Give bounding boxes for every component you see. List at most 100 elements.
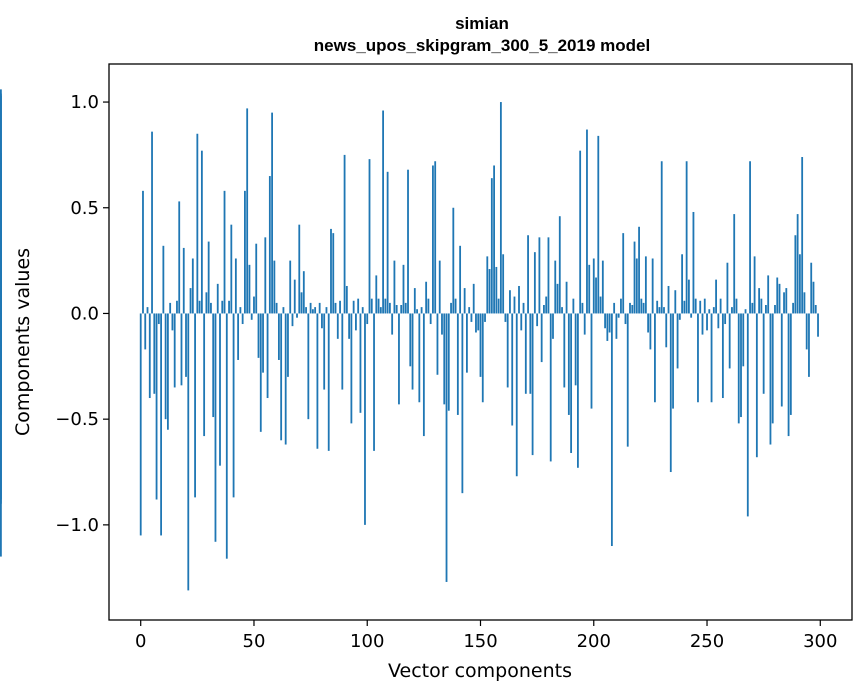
- bar-112: [393, 260, 396, 314]
- bar-148: [475, 313, 477, 333]
- bar-153: [486, 256, 489, 314]
- bar-233: [667, 285, 670, 314]
- bar-39: [228, 300, 230, 314]
- bar-206: [606, 313, 609, 341]
- bar-282: [778, 283, 781, 314]
- bar-125: [422, 313, 425, 437]
- bar-8: [157, 313, 160, 325]
- bar-252: [710, 313, 713, 403]
- bar-164: [511, 313, 514, 426]
- x-tick-label: 300: [803, 631, 837, 652]
- bar-187: [563, 313, 566, 388]
- bar-146: [470, 313, 473, 322]
- bar-298: [814, 305, 817, 314]
- bar-216: [629, 302, 631, 314]
- bar-147: [472, 283, 475, 314]
- bar-173: [531, 313, 534, 456]
- bar-24: [194, 313, 196, 498]
- bar-7: [155, 313, 158, 500]
- bar-223: [644, 256, 647, 314]
- bar-231: [663, 307, 665, 314]
- bar-136: [447, 313, 450, 411]
- x-tick-label: 50: [243, 631, 266, 652]
- bar-244: [692, 211, 695, 314]
- bar-67: [291, 313, 294, 327]
- bar-218: [633, 241, 636, 314]
- bar-122: [416, 309, 418, 314]
- bar-293: [803, 292, 806, 314]
- bar-60: [275, 302, 278, 314]
- bar-16: [176, 300, 178, 314]
- bar-83: [327, 313, 330, 451]
- bar-100: [366, 313, 369, 325]
- bar-144: [466, 313, 468, 373]
- bar-172: [529, 313, 532, 394]
- bar-221: [640, 298, 643, 314]
- bar-277: [767, 275, 770, 314]
- bar-59: [273, 260, 276, 314]
- bar-276: [765, 305, 767, 314]
- bar-217: [631, 305, 634, 314]
- bar-3: [146, 307, 149, 314]
- y-tick-label: −0.5: [55, 409, 99, 430]
- bar-185: [558, 216, 561, 314]
- bar-212: [620, 298, 622, 314]
- bar-257: [721, 313, 724, 399]
- bar-22: [189, 288, 192, 314]
- bar-248: [701, 313, 704, 335]
- bar-120: [411, 313, 414, 390]
- bar-180: [547, 237, 550, 314]
- bar-51: [255, 243, 258, 314]
- bar-283: [780, 313, 783, 407]
- bar-129: [432, 165, 434, 314]
- bar-219: [635, 258, 638, 314]
- bar-271: [753, 256, 756, 314]
- bar-208: [610, 313, 613, 547]
- bar-170: [524, 313, 527, 394]
- bar-285: [785, 288, 788, 314]
- bar-198: [588, 264, 591, 314]
- bar-43: [237, 313, 240, 360]
- bar-245: [694, 298, 697, 314]
- bar-29: [205, 292, 208, 314]
- chart-subtitle: news_upos_skipgram_300_5_2019 model: [314, 36, 650, 55]
- bar-40: [230, 224, 233, 314]
- bar-166: [515, 313, 518, 477]
- bar-266: [742, 313, 745, 367]
- bar-202: [597, 135, 600, 314]
- bar-undefined: [0, 163, 2, 314]
- bar-295: [808, 313, 810, 377]
- x-tick-label: 150: [463, 631, 497, 652]
- bar-series: [0, 89, 819, 591]
- bar-52: [257, 313, 260, 358]
- bar-34: [216, 283, 219, 314]
- bar-296: [810, 262, 813, 314]
- bar-101: [368, 159, 371, 314]
- bar-278: [769, 313, 772, 445]
- bar-21: [187, 313, 190, 591]
- bar-114: [398, 313, 400, 405]
- bar-115: [400, 305, 403, 314]
- bar-32: [212, 313, 215, 418]
- bar-84: [330, 228, 332, 314]
- bar-140: [456, 313, 459, 415]
- bar-159: [499, 102, 502, 314]
- bar-253: [712, 307, 715, 314]
- bar-143: [463, 288, 466, 314]
- bar-158: [497, 298, 500, 314]
- bar-214: [624, 313, 627, 325]
- bar-103: [373, 313, 375, 451]
- bar-26: [198, 300, 201, 314]
- x-tick-label: 250: [690, 631, 724, 652]
- bar-259: [726, 262, 729, 314]
- bar-220: [638, 226, 640, 314]
- bar-155: [490, 178, 493, 314]
- bar-116: [402, 264, 405, 314]
- bar-1: [142, 190, 144, 314]
- bar-174: [533, 252, 536, 314]
- bar-75: [309, 302, 312, 314]
- bar-168: [520, 313, 523, 331]
- bar-130: [434, 161, 437, 314]
- bar-64: [284, 313, 287, 445]
- bar-240: [683, 300, 686, 314]
